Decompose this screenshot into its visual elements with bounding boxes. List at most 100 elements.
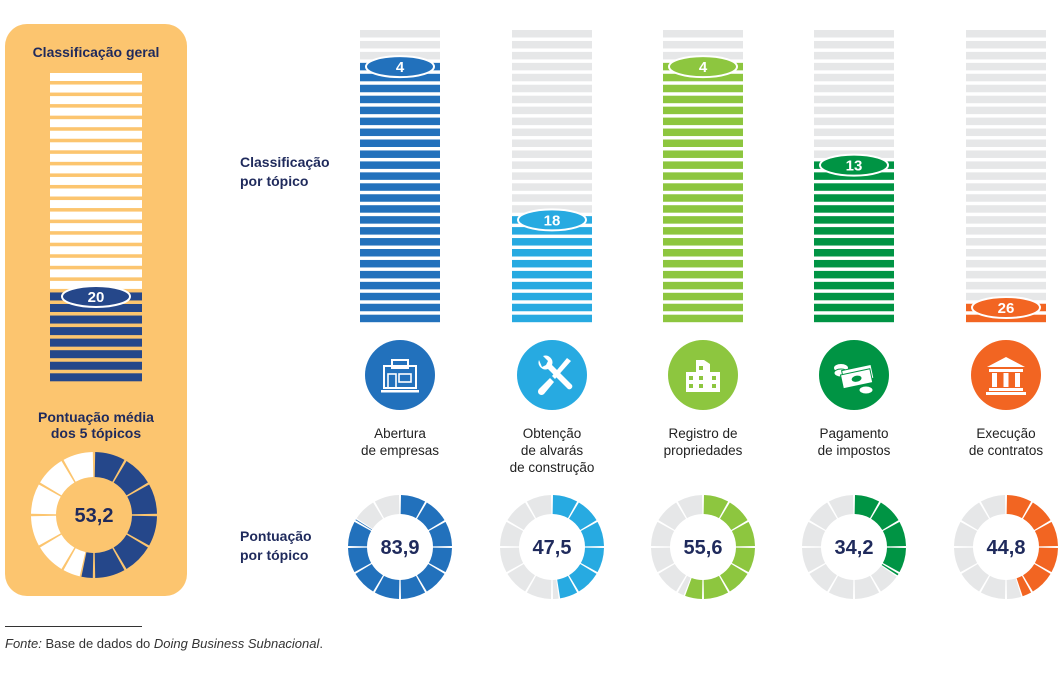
overall-avg-label: Pontuação média dos 5 tópicos (38, 409, 154, 441)
topic-segment-empty (677, 495, 703, 519)
topic-stripe (663, 292, 743, 301)
overall-stripe (50, 338, 142, 347)
score-donut-1: 83,9 (348, 495, 452, 599)
topic-segment-filled (348, 547, 372, 573)
topic-stripe (512, 303, 592, 312)
overall-segment-filled (81, 552, 94, 578)
topic-segment-filled (881, 564, 899, 576)
topic-segment-filled (417, 564, 445, 592)
overall-stripe (50, 176, 142, 185)
topic-segment-empty (526, 495, 552, 519)
topic-segment-empty (651, 547, 675, 573)
overall-stripe (50, 200, 142, 209)
topic-stripe (663, 270, 743, 279)
overall-segment-filled (127, 484, 157, 515)
score-donut-2: 47,5 (500, 495, 604, 599)
topic-stripe (360, 270, 440, 279)
topic-segment-filled (580, 547, 604, 573)
topic-segment-filled (1023, 564, 1051, 592)
topic-segment-empty (802, 521, 826, 547)
topic-stripe (512, 259, 592, 268)
rank-bar-5: 26 (966, 30, 1046, 323)
topic-stripe (360, 40, 440, 49)
topic-stripe (512, 40, 592, 49)
topic-stripe (814, 259, 894, 268)
topic-stripe (512, 139, 592, 147)
topic-stripe (966, 270, 1046, 279)
topic-stripe (512, 30, 592, 38)
score-donut-4: 34,2 (802, 495, 906, 599)
topic-stripe (512, 106, 592, 115)
topic-segment-empty (507, 564, 535, 592)
score-donut-3: 55,6 (651, 495, 755, 599)
topic-segment-filled (348, 521, 372, 547)
overall-stripe (50, 130, 142, 139)
topic-stripe (966, 194, 1046, 202)
topic-label: Execução de contratos (968, 426, 1044, 458)
topic-stripe (663, 259, 743, 268)
topic-stripe (512, 194, 592, 202)
overall-segment-filled (94, 548, 125, 578)
source-text: Base de dados do (41, 636, 154, 651)
rank-bar-1: 4 (360, 30, 440, 323)
topic-segment-empty (980, 495, 1006, 519)
topic-segment-filled (400, 495, 426, 519)
overall-segment-empty (31, 515, 61, 546)
rank-by-topic-label: Classificação por tópico (240, 154, 330, 189)
topic-stripe (663, 227, 743, 235)
overall-stripe (50, 142, 142, 151)
topic-stripe (966, 205, 1046, 213)
topic-segment-filled (882, 521, 906, 547)
topic-stripe (814, 106, 894, 115)
topic-stripe (814, 194, 894, 202)
topic-segment-empty (828, 575, 854, 599)
overall-rank-value: 20 (88, 289, 105, 306)
topic-segment-filled (400, 575, 426, 599)
topic-stripe (966, 161, 1046, 169)
topic-stripe (512, 249, 592, 257)
topic-stripe (360, 281, 440, 290)
topic-segment-filled (569, 502, 597, 530)
topic-segment-empty (809, 502, 837, 530)
overall-stripe (50, 223, 142, 232)
topic-stripe (814, 51, 894, 60)
overall-stripe (50, 107, 142, 116)
topic-stripe (814, 62, 894, 71)
rank-bar-3: 4 (663, 30, 743, 323)
source-divider (5, 626, 142, 627)
topic-rank-badge (819, 153, 889, 177)
topic-segment-empty (500, 547, 524, 573)
topic-label: Registro de propriedades (663, 426, 743, 458)
topic-stripe (512, 95, 592, 104)
source-suffix: . (319, 636, 324, 651)
topic-stripe (360, 303, 440, 312)
topic-segment-empty (961, 564, 989, 592)
topic-stripe (663, 281, 743, 290)
topic-segment-filled (731, 547, 755, 573)
topic-segment-filled (703, 495, 729, 519)
topic-stripe (663, 95, 743, 104)
topic-segment-filled (1034, 547, 1058, 573)
topic-stripe (966, 62, 1046, 71)
topic-stripe (966, 172, 1046, 180)
topic-stripe (966, 128, 1046, 137)
topic-stripe (360, 128, 440, 137)
topic-stripe (360, 259, 440, 268)
topic-stripe (814, 183, 894, 191)
overall-stripe (50, 304, 142, 312)
tools-icon (517, 340, 587, 410)
topic-stripe (360, 227, 440, 235)
overall-segment-empty (63, 452, 94, 482)
topic-rank-badge (668, 55, 738, 79)
topic-segment-filled (1034, 521, 1058, 547)
topic-stripe (814, 238, 894, 246)
topic-stripe (512, 292, 592, 301)
topic-stripe (966, 95, 1046, 104)
topic-stripe (512, 51, 592, 60)
topic-rank-value: 4 (396, 59, 405, 76)
topic-stripe (663, 172, 743, 180)
topic-label: Pagamento de impostos (817, 426, 891, 458)
topic-stripe (360, 194, 440, 202)
topic-stripe (663, 139, 743, 147)
overall-stripe (50, 165, 142, 174)
